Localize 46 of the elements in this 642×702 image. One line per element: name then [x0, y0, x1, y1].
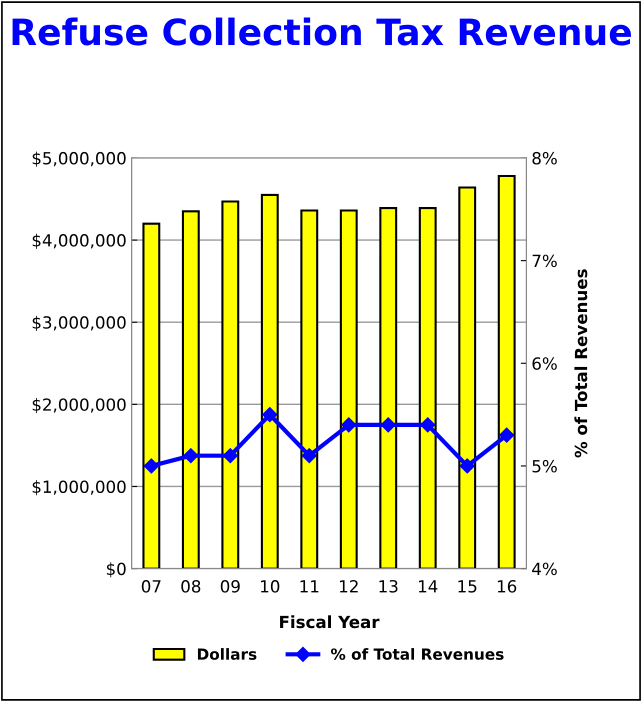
bar: [182, 210, 200, 569]
bar: [418, 207, 437, 569]
point: [302, 448, 317, 464]
bar: [379, 207, 398, 569]
y-tick-label: $5,000,000: [32, 152, 126, 167]
point: [420, 417, 436, 432]
legend-label: % of Total Revenues: [330, 648, 504, 660]
x-tick-label: 12: [340, 580, 358, 592]
y2-axis-title: % of Total Revenues: [574, 269, 588, 458]
point: [262, 407, 278, 422]
y-tick-label: $2,000,000: [32, 398, 126, 414]
y2-tick-label: 6%: [532, 357, 557, 370]
bar: [458, 186, 476, 569]
x-axis-title: Fiscal Year: [280, 615, 380, 628]
point: [144, 458, 159, 474]
x-tick-label: 10: [261, 580, 280, 593]
y-tick-label: $4,000,000: [32, 234, 126, 249]
point: [222, 448, 238, 464]
x-tick-label: 09: [220, 580, 240, 593]
legend-label: Dollars: [198, 648, 256, 660]
x-tick-label: 07: [142, 580, 161, 593]
point: [380, 417, 396, 432]
point: [183, 448, 198, 464]
y2-tick-label: 8%: [532, 152, 557, 165]
x-tick-label: 14: [418, 580, 438, 592]
bar: [300, 209, 318, 569]
y2-tick-label: 4%: [532, 562, 557, 576]
bar: [260, 194, 279, 569]
bar: [340, 209, 358, 569]
point: [499, 428, 514, 443]
y2-tick-label: 5%: [532, 460, 557, 473]
y2-tick-label: 7%: [532, 254, 557, 268]
bar: [221, 200, 240, 569]
y-tick-label: $0: [106, 562, 126, 578]
bar: [142, 222, 160, 569]
point: [460, 458, 475, 474]
point: [341, 417, 356, 432]
chart-title: Refuse Collection Tax Revenue: [12, 18, 631, 46]
x-tick-label: 16: [498, 580, 516, 593]
x-tick-label: 13: [379, 580, 398, 593]
x-tick-label: 08: [181, 580, 200, 593]
x-tick-label: 15: [458, 580, 476, 593]
x-tick-label: 11: [300, 580, 318, 592]
y-tick-label: $3,000,000: [32, 316, 126, 331]
bar: [498, 174, 516, 569]
y-tick-label: $1,000,000: [32, 480, 126, 496]
